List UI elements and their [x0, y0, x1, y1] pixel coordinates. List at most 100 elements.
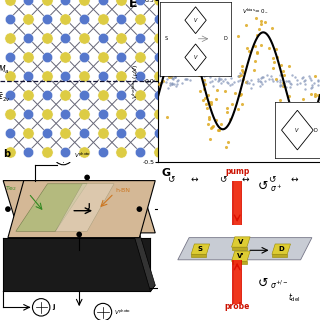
Text: V: V [238, 239, 244, 245]
Text: pump: pump [225, 167, 250, 176]
Point [175, 77, 180, 82]
Point [232, 91, 237, 96]
Point [229, 101, 235, 107]
Point [256, 78, 261, 84]
Point [208, 102, 213, 107]
Point [279, 82, 284, 87]
Text: $\mathbf{j}$: $\mathbf{j}$ [52, 302, 56, 312]
Text: V': V' [237, 253, 244, 259]
Point [164, 114, 169, 119]
Point [286, 108, 291, 113]
Point [219, 76, 224, 81]
Circle shape [5, 206, 11, 212]
Point [254, 32, 259, 37]
Point [119, 130, 124, 135]
Text: probe: probe [225, 302, 250, 311]
Point [100, 111, 105, 116]
Point [26, 111, 31, 116]
Point [289, 72, 294, 77]
Point [201, 87, 206, 92]
Point [302, 86, 308, 92]
Point [165, 76, 170, 81]
Point [137, 111, 142, 116]
Point [266, 76, 271, 82]
Text: $M_a$: $M_a$ [0, 63, 10, 76]
Point [156, 54, 161, 60]
Point [207, 137, 212, 142]
Point [215, 128, 220, 133]
Text: ↺: ↺ [219, 174, 227, 184]
Point [222, 76, 228, 82]
Point [63, 54, 68, 60]
Point [157, 80, 162, 85]
Text: $V^{\rm bias}$= 0..: $V^{\rm bias}$= 0.. [243, 6, 269, 16]
Point [316, 78, 320, 83]
Text: $\circlearrowleft$: $\circlearrowleft$ [255, 180, 269, 193]
Text: S: S [198, 246, 203, 252]
Polygon shape [232, 247, 247, 250]
Point [240, 70, 245, 75]
Point [168, 80, 173, 85]
Text: ↔: ↔ [290, 174, 298, 184]
Text: $\circlearrowleft$: $\circlearrowleft$ [255, 277, 269, 290]
Point [222, 89, 227, 94]
Point [63, 130, 68, 135]
Point [119, 0, 124, 2]
Point [26, 149, 31, 155]
Point [137, 149, 142, 155]
Circle shape [84, 175, 90, 180]
Point [170, 80, 175, 85]
Circle shape [137, 206, 142, 212]
Point [169, 82, 174, 87]
Point [267, 45, 272, 51]
Point [63, 0, 68, 2]
Point [174, 32, 179, 37]
Point [274, 77, 279, 82]
Point [214, 117, 219, 122]
Point [238, 91, 243, 96]
Point [44, 54, 49, 60]
Point [157, 73, 163, 78]
Point [236, 78, 241, 84]
Point [159, 71, 164, 76]
Point [203, 102, 208, 107]
Point [44, 35, 49, 40]
Point [171, 77, 176, 82]
Point [7, 73, 12, 78]
Point [308, 107, 313, 112]
Point [175, 67, 180, 72]
Point [163, 62, 168, 67]
Point [241, 76, 246, 82]
Point [281, 80, 286, 85]
Point [274, 54, 279, 60]
Point [298, 80, 303, 85]
Point [207, 72, 212, 77]
Point [169, 82, 174, 87]
Point [100, 54, 105, 60]
Point [258, 79, 263, 84]
Point [281, 82, 286, 87]
Point [196, 73, 202, 78]
Point [44, 92, 49, 97]
Point [270, 79, 275, 84]
Point [167, 72, 172, 77]
Point [82, 130, 87, 135]
Point [246, 48, 252, 53]
Point [216, 71, 221, 76]
Point [313, 91, 318, 96]
Text: D: D [278, 246, 284, 252]
Point [156, 0, 161, 2]
Point [205, 121, 210, 126]
Point [278, 97, 283, 102]
Point [82, 149, 87, 155]
Point [232, 79, 237, 84]
Point [270, 65, 276, 70]
Point [166, 52, 171, 58]
Point [301, 116, 306, 122]
Point [165, 45, 170, 50]
Point [246, 80, 251, 85]
Point [216, 128, 221, 133]
Point [209, 124, 214, 130]
Point [174, 84, 179, 89]
Point [220, 79, 225, 84]
